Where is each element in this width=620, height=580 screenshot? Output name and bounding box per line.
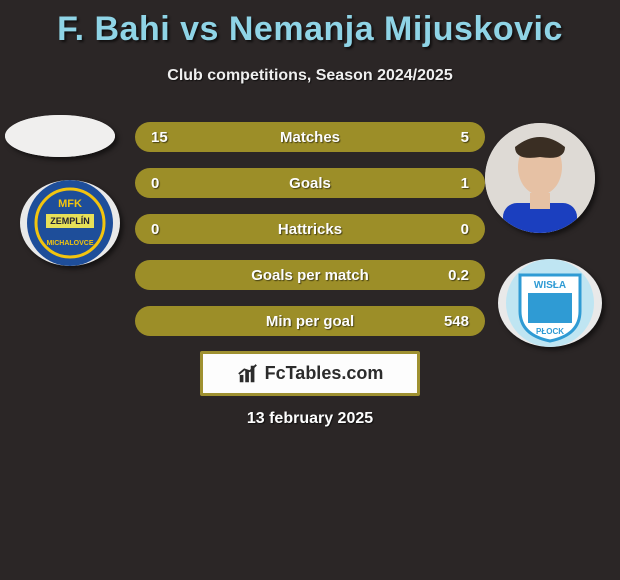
stat-right-value: 1 [419, 175, 469, 192]
stat-label: Min per goal [201, 313, 419, 330]
stat-label: Matches [201, 129, 419, 146]
club-left-bottom: MICHALOVCE [46, 240, 93, 247]
fctables-badge[interactable]: FcTables.com [200, 351, 420, 396]
page-title: F. Bahi vs Nemanja Mijuskovic [0, 0, 620, 49]
stat-right-value: 0.2 [419, 267, 469, 284]
date-text: 13 february 2025 [0, 410, 620, 428]
player-left-photo [5, 115, 115, 157]
subtitle: Club competitions, Season 2024/2025 [0, 67, 620, 85]
stat-right-value: 0 [419, 221, 469, 238]
club-left-mid: ZEMPLÍN [50, 216, 90, 226]
stat-label: Hattricks [201, 221, 419, 238]
stat-row: Min per goal548 [135, 306, 485, 336]
stat-label: Goals per match [201, 267, 419, 284]
stat-row: Goals per match0.2 [135, 260, 485, 290]
club-right-bottom: PŁOCK [536, 327, 564, 336]
stat-right-value: 548 [419, 313, 469, 330]
stat-left-value: 0 [151, 175, 201, 192]
stat-label: Goals [201, 175, 419, 192]
club-right-badge: WISŁA PŁOCK [498, 259, 602, 347]
club-left-badge: MFK ZEMPLÍN MICHALOVCE [20, 180, 120, 266]
club-right-top: WISŁA [534, 280, 566, 291]
stat-left-value: 0 [151, 221, 201, 238]
player-right-photo [485, 123, 595, 233]
stat-left-value: 15 [151, 129, 201, 146]
stat-row: 15Matches5 [135, 122, 485, 152]
stat-row: 0Goals1 [135, 168, 485, 198]
stat-row: 0Hattricks0 [135, 214, 485, 244]
stats-column: 15Matches50Goals10Hattricks0Goals per ma… [135, 122, 485, 352]
club-left-top: MFK [58, 198, 82, 210]
stat-right-value: 5 [419, 129, 469, 146]
fctables-text: FcTables.com [265, 363, 384, 384]
bar-chart-icon [237, 363, 259, 385]
